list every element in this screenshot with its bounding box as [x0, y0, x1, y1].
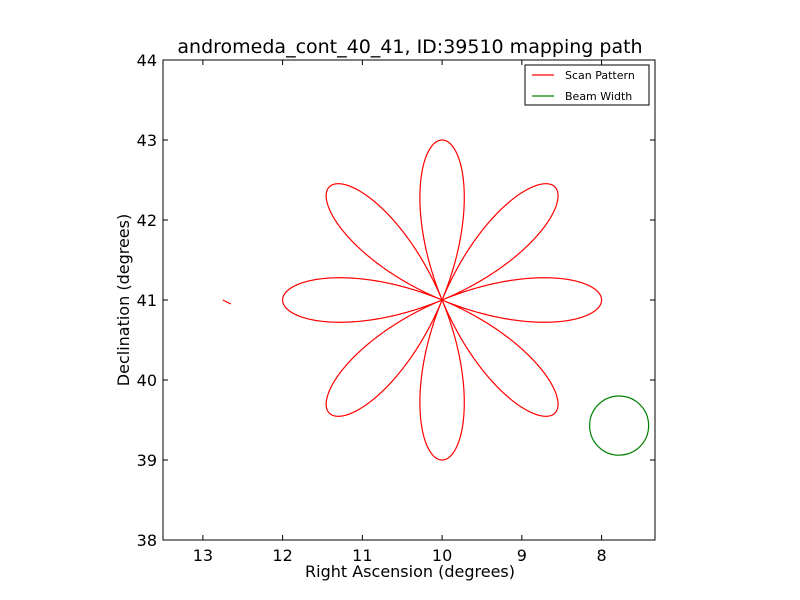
- legend-scan-pattern-label: Scan Pattern: [565, 69, 635, 82]
- x-tick-label: 10: [432, 546, 452, 565]
- legend: Scan Pattern Beam Width: [524, 64, 650, 106]
- chart-title: andromeda_cont_40_41, ID:39510 mapping p…: [177, 36, 642, 58]
- y-tick-label: 38: [137, 531, 157, 550]
- legend-beam-width-label: Beam Width: [565, 90, 632, 103]
- x-tick-label: 12: [272, 546, 292, 565]
- y-tick-label: 39: [137, 451, 157, 470]
- y-tick-label: 43: [137, 131, 157, 150]
- x-tick-label: 8: [596, 546, 606, 565]
- y-tick-label: 41: [137, 291, 157, 310]
- x-tick-label: 13: [193, 546, 213, 565]
- legend-box: [524, 64, 650, 106]
- scan-pattern-line: [282, 139, 603, 461]
- x-tick-label: 9: [517, 546, 527, 565]
- y-tick-label: 44: [137, 51, 157, 70]
- scan-pattern: [222, 139, 603, 461]
- beam-width: [589, 395, 650, 456]
- plot-area: [162, 59, 656, 541]
- beam-width-circle: [589, 395, 650, 456]
- scan-pattern-tail: [222, 299, 232, 305]
- y-axis-label: Declination (degrees): [114, 214, 133, 386]
- x-axis-ticks: 13 12 11 10 9 8: [193, 60, 607, 565]
- y-tick-label: 40: [137, 371, 157, 390]
- y-axis-ticks: 38 39 40 41 42 43 44: [137, 51, 655, 550]
- x-axis-label: Right Ascension (degrees): [305, 562, 515, 581]
- plot-background: [163, 60, 655, 540]
- y-tick-label: 42: [137, 211, 157, 230]
- x-tick-label: 11: [352, 546, 372, 565]
